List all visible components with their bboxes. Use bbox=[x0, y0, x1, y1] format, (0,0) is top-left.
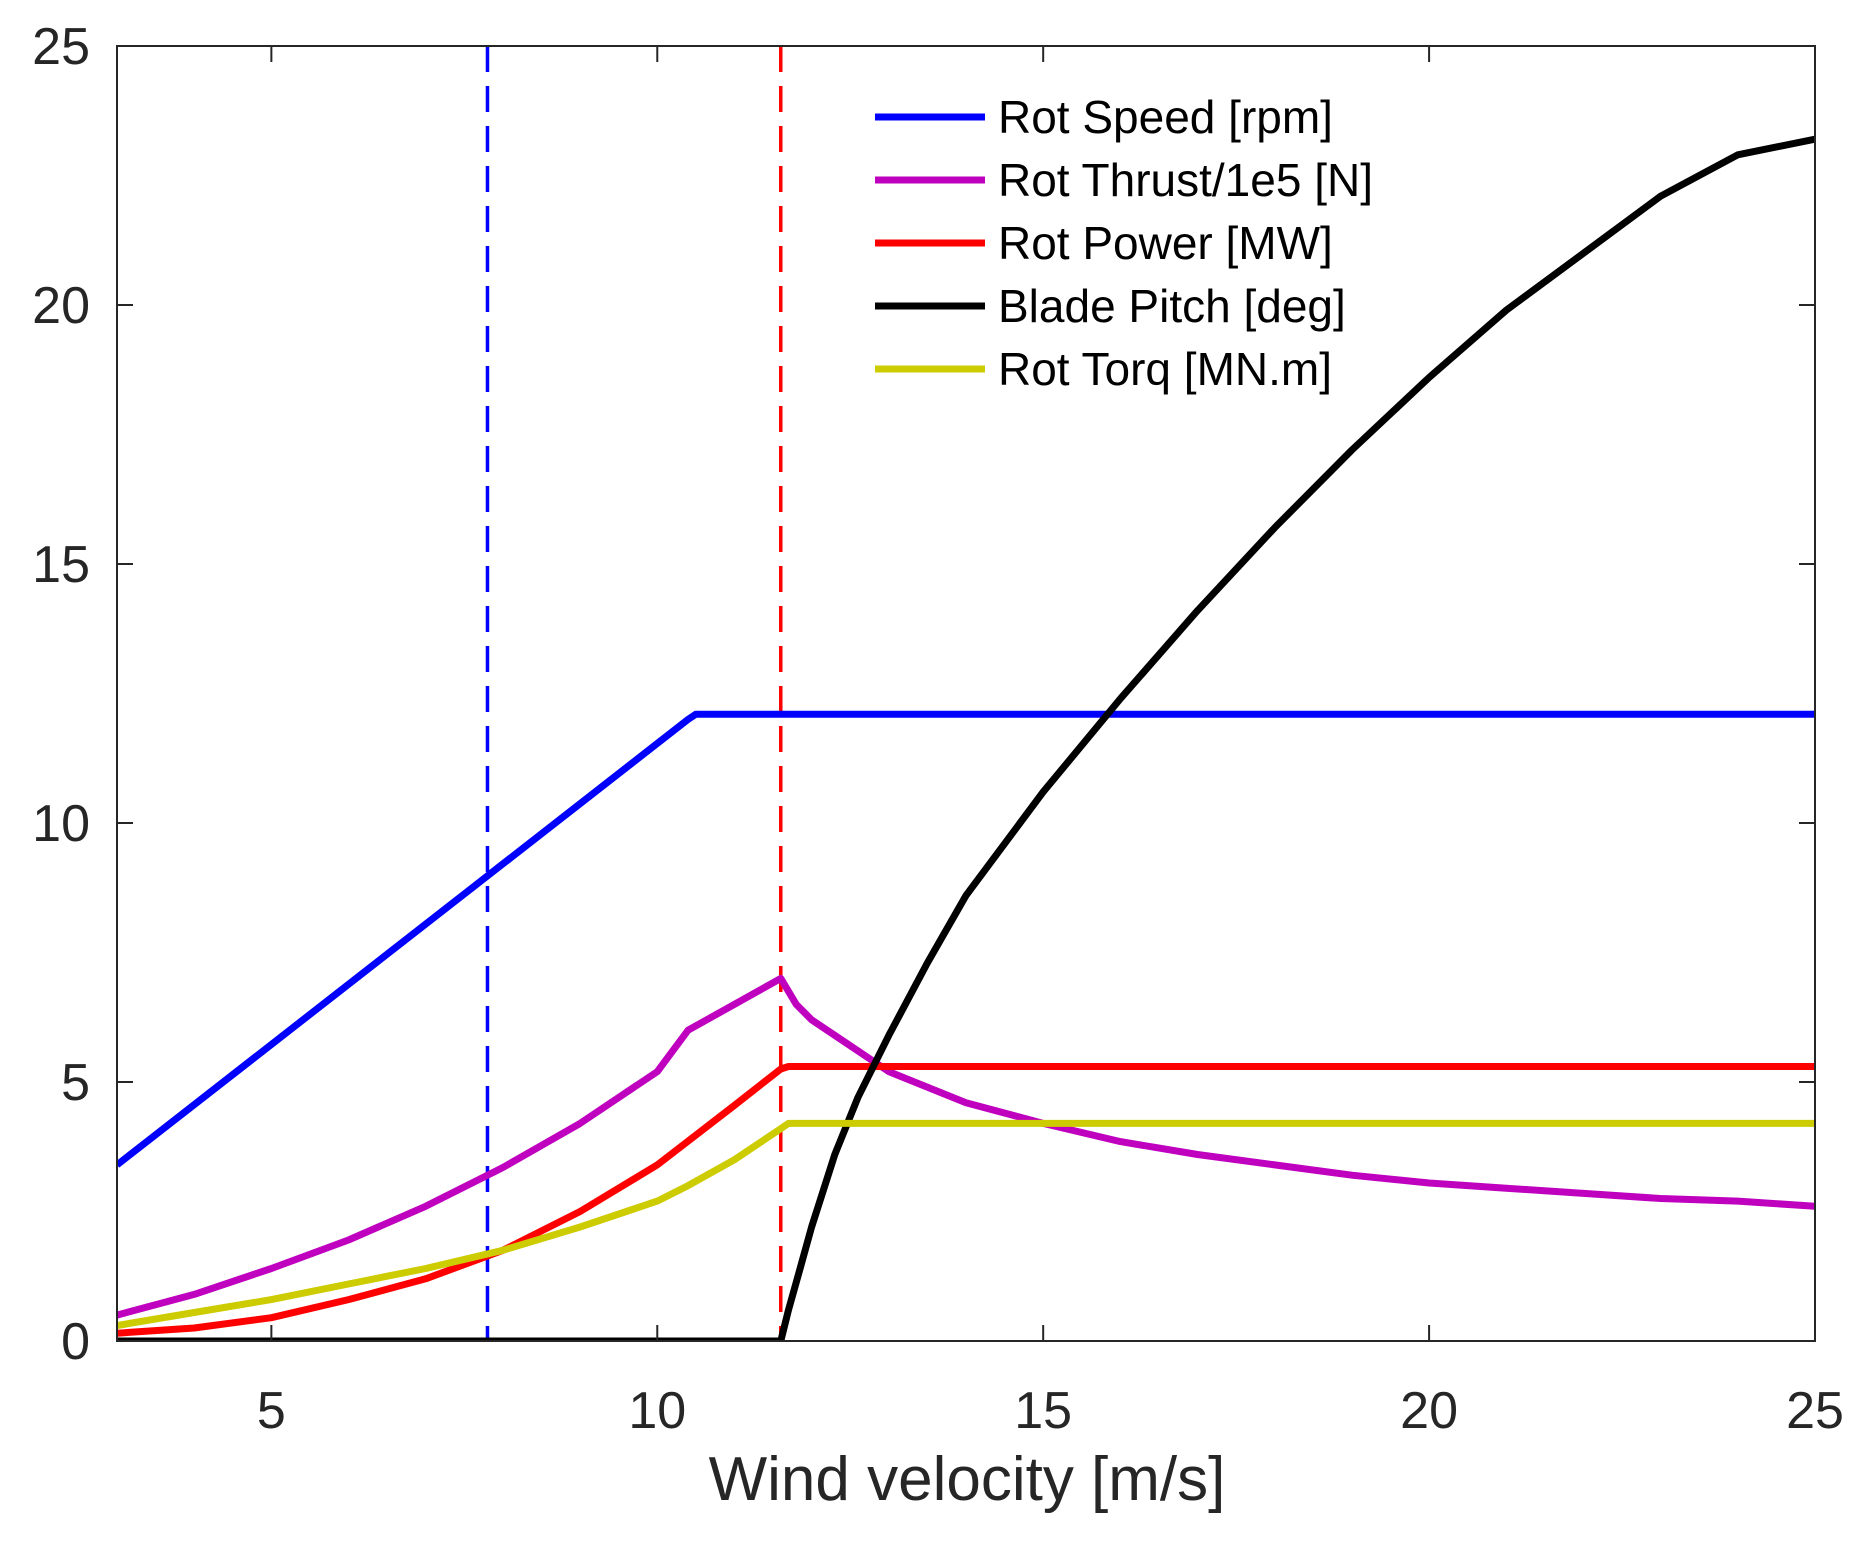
legend-label-0: Rot Speed [rpm] bbox=[998, 91, 1333, 143]
series-line-3 bbox=[117, 135, 1815, 1341]
series-line-1 bbox=[117, 974, 1815, 1319]
x-tick-label-4: 25 bbox=[1786, 1382, 1844, 1440]
x-tick-label-3: 20 bbox=[1400, 1382, 1458, 1440]
y-tick-label-0: 0 bbox=[61, 1313, 90, 1371]
y-tick-label-5: 25 bbox=[32, 18, 90, 76]
plot-area bbox=[117, 46, 1815, 1341]
y-tick-label-3: 15 bbox=[32, 536, 90, 594]
legend-label-3: Blade Pitch [deg] bbox=[998, 280, 1346, 332]
series-line-2 bbox=[117, 1063, 1815, 1337]
series-line-0 bbox=[117, 710, 1815, 1168]
axes-box bbox=[116, 45, 1816, 1342]
axes: 5 10 15 20 25 0 5 10 15 20 25 bbox=[32, 18, 1844, 1440]
x-tick-label-2: 15 bbox=[1014, 1382, 1072, 1440]
y-tick-label-1: 5 bbox=[61, 1054, 90, 1112]
legend-label-2: Rot Power [MW] bbox=[998, 217, 1333, 269]
x-tick-label-0: 5 bbox=[257, 1382, 286, 1440]
legend-label-1: Rot Thrust/1e5 [N] bbox=[998, 154, 1373, 206]
legend: Rot Speed [rpm] Rot Thrust/1e5 [N] Rot Pow… bbox=[875, 91, 1373, 395]
y-tick-label-2: 10 bbox=[32, 795, 90, 853]
x-axis-label: Wind velocity [m/s] bbox=[709, 1445, 1226, 1514]
y-tick-label-4: 20 bbox=[32, 277, 90, 335]
legend-label-4: Rot Torq [MN.m] bbox=[998, 343, 1332, 395]
x-tick-label-1: 10 bbox=[628, 1382, 686, 1440]
series-line-4 bbox=[117, 1119, 1815, 1329]
